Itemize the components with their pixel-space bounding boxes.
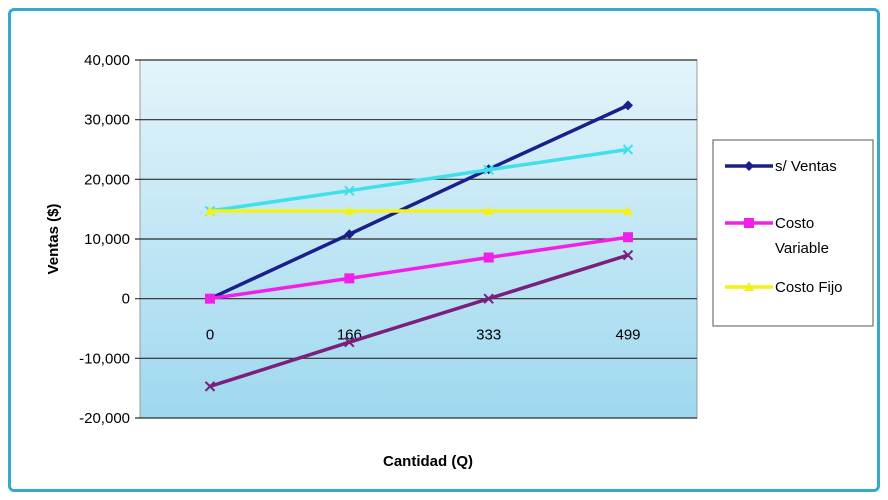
x-tick-label: 0 [206,327,214,344]
data-point [623,100,633,111]
y-axis-ticks: -20,000 -10,000 0 10,000 20,000 30,000 40,000 [79,52,130,427]
data-point [344,229,355,240]
data-point [744,282,754,291]
data-point [205,293,215,304]
x-axis-title: Cantidad (Q) [383,453,473,470]
legend-label: s/ Ventas [775,158,837,175]
data-point [623,232,633,243]
series-3 [205,232,633,304]
y-tick-label: -10,000 [79,350,130,367]
x-tick-label: 499 [615,327,640,344]
data-point [483,205,494,215]
legend-box [712,139,874,327]
y-tick-label: 10,000 [84,231,130,248]
data-point [344,273,355,284]
data-point [622,249,634,261]
legend-label: Costo [775,215,814,232]
series-line [209,103,629,301]
y-tick-label: -20,000 [79,410,130,427]
data-point [344,185,355,196]
y-tick-label: 40,000 [84,52,130,69]
series-line [209,253,629,389]
x-tick-label: 333 [476,327,501,344]
legend-item: Costo Variable [725,215,829,257]
data-point [483,293,494,304]
legend-label: Costo Fijo [775,279,843,296]
data-point [344,337,355,348]
series-line [209,147,629,213]
y-tick-label: 30,000 [84,112,130,129]
series-2 [205,205,633,215]
data-point [744,218,754,228]
data-point [623,205,633,215]
data-point [205,205,215,215]
y-axis-title: Ventas ($) [45,204,62,275]
legend-item: Costo Fijo [725,279,843,296]
series-line [209,235,629,301]
data-point [622,144,634,155]
series-4 [204,249,634,392]
data-point [344,205,355,215]
data-point [483,164,494,175]
y-tick-label: 20,000 [84,171,130,188]
legend-item: s/ Ventas [725,158,837,175]
data-point [204,381,216,392]
y-tick-label: 0 [122,291,130,308]
series-layer [204,100,634,392]
legend: s/ Ventas Costo Variable Costo Fijo [712,139,874,327]
data-point [483,252,494,263]
legend-label: Variable [775,240,829,257]
data-point [744,161,754,171]
